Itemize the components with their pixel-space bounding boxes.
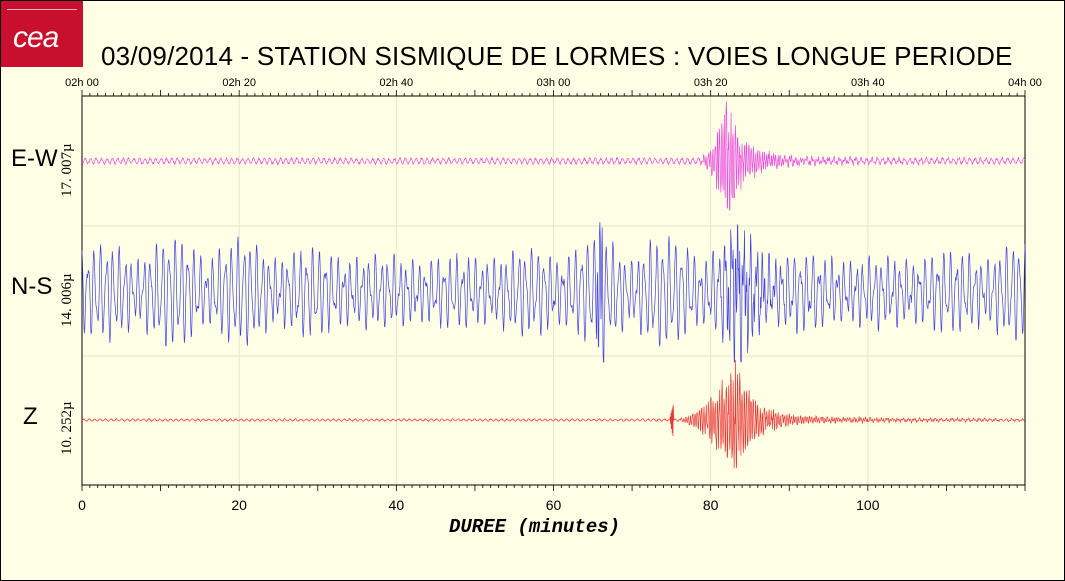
x-axis-label: DUREE (minutes) (449, 516, 621, 538)
x-tick-label: 40 (389, 497, 405, 513)
scale-label-z: 10. 252µ (59, 401, 75, 455)
waveform-ew (81, 101, 1026, 211)
channel-label-ns: N-S (11, 273, 53, 300)
time-tick-label: 03h 20 (694, 77, 728, 89)
time-tick-label: 03h 40 (851, 77, 885, 89)
cea-logo: cea (1, 1, 83, 67)
time-tick-label: 02h 40 (380, 77, 414, 89)
channel-label-ew: E-W (11, 145, 58, 172)
channel-label-z: Z (23, 403, 38, 430)
x-tick-label: 0 (78, 497, 86, 513)
scale-label-ew: 17. 007µ (59, 143, 75, 197)
x-tick-label: 20 (231, 497, 247, 513)
x-tick-label: 60 (546, 497, 562, 513)
time-tick-label: 03h 00 (537, 77, 571, 89)
time-tick-label: 04h 00 (1008, 77, 1042, 89)
waveform-ns (81, 221, 1026, 363)
waveform-z (81, 360, 1026, 469)
x-tick-label: 80 (703, 497, 719, 513)
chart-title: 03/09/2014 - STATION SISMIQUE DE LORMES … (101, 41, 1013, 71)
time-tick-label: 02h 00 (65, 77, 99, 89)
x-tick-label: 100 (856, 497, 880, 513)
scale-label-ns: 14. 006µ (59, 273, 75, 327)
logo-text: cea (13, 21, 59, 54)
time-tick-label: 02h 20 (222, 77, 256, 89)
